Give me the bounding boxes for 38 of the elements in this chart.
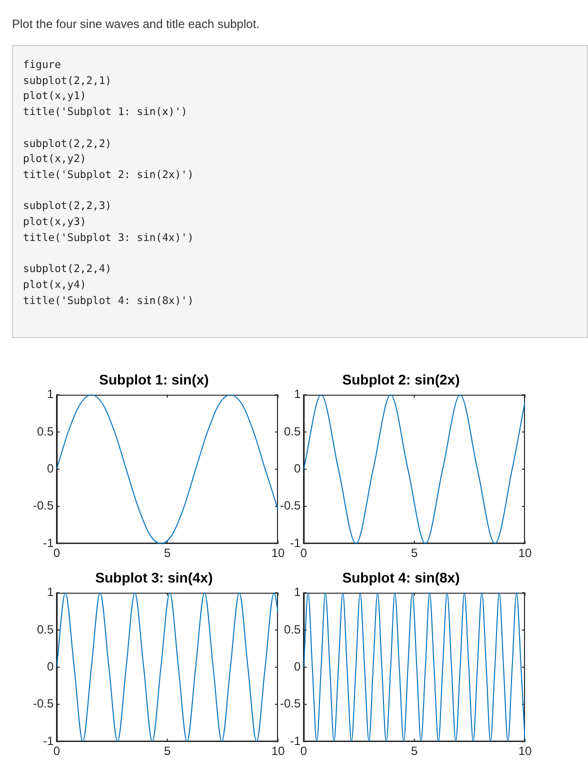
- x-tick-label: 5: [410, 744, 418, 758]
- y-tick-label: 0.5: [36, 622, 54, 636]
- y-tick-label: -0.5: [32, 696, 54, 711]
- x-tick-label: 10: [271, 744, 285, 758]
- chart-title: Subplot 1: sin(x): [99, 371, 209, 388]
- line-series: [56, 394, 278, 544]
- text: Plot the four sine waves and title each subplot.: [12, 17, 260, 31]
- y-tick-label: 0: [46, 660, 54, 674]
- line-series: [56, 592, 278, 742]
- y-tick-label: -1: [43, 734, 54, 748]
- x-tick-label: 5: [410, 546, 418, 560]
- y-tick-label: 1: [46, 585, 54, 600]
- x-tick-label: 5: [164, 744, 171, 758]
- text: figure subplot(2,2,1) plot(x,y1) title('Subplot 1: sin(x)') subplot(2,2,2) plot(x,y2) title('Subplot 2: sin(2x)') subplot(2,2,3) plot(x,y3) title('Subplot 3: sin(4x)') subplot(2,2,4) plot(x,y4) title('Subplot 4: sin(8x)'): [23, 59, 194, 307]
- y-tick-label: -1: [290, 734, 301, 748]
- y-tick-label: 1: [294, 387, 301, 402]
- y-tick-label: 0: [294, 462, 301, 476]
- y-tick-label: 0.5: [284, 424, 301, 438]
- y-tick-label: 0: [46, 462, 54, 476]
- y-tick-label: 1: [294, 585, 301, 600]
- line-series: [304, 394, 525, 544]
- x-tick-label: 5: [164, 546, 171, 560]
- y-tick-label: -0.5: [280, 498, 301, 513]
- y-tick-label: -0.5: [32, 498, 54, 513]
- chart-title: Subplot 3: sin(4x): [95, 569, 213, 586]
- y-tick-label: 0: [294, 660, 301, 674]
- chart-title: Subplot 2: sin(2x): [342, 371, 460, 388]
- y-tick-label: -0.5: [280, 696, 301, 711]
- y-tick-label: -1: [43, 536, 54, 550]
- x-tick-label: 10: [271, 546, 285, 560]
- x-tick-label: 10: [518, 744, 532, 758]
- y-tick-label: 0.5: [284, 622, 301, 636]
- x-tick-label: 10: [518, 546, 532, 560]
- y-tick-label: 1: [46, 387, 54, 402]
- y-tick-label: -1: [290, 536, 301, 550]
- y-tick-label: 0.5: [36, 424, 54, 438]
- chart-title: Subplot 4: sin(8x): [342, 569, 460, 586]
- line-series: [304, 592, 525, 742]
